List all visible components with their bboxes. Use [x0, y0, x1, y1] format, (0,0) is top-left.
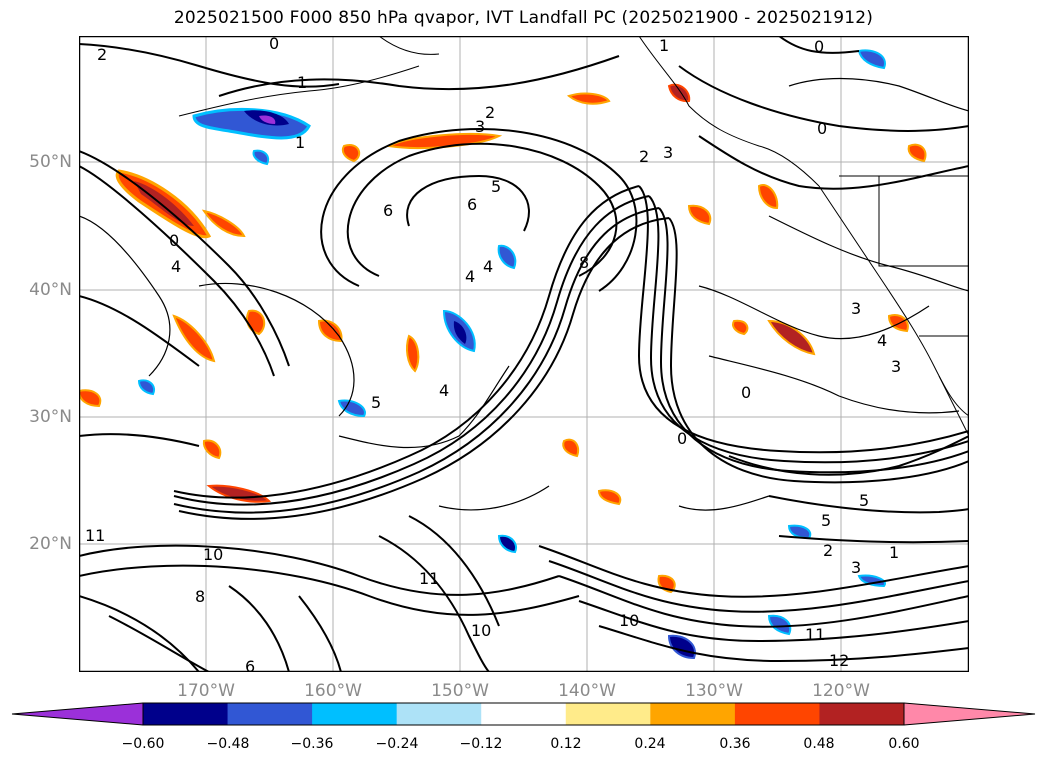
contour-label: 11: [805, 625, 825, 644]
contour-label: 0: [817, 119, 827, 138]
lat-label-20n: 20°N: [29, 534, 72, 554]
contour-label: 11: [85, 526, 105, 545]
contour-label: 4: [439, 381, 449, 400]
contour-label: 0: [677, 429, 687, 448]
map-border: [79, 36, 969, 672]
contour-label: 3: [891, 357, 901, 376]
contour-label: 2: [639, 147, 649, 166]
contour-label: 6: [245, 657, 255, 672]
colorbar-bin: [565, 703, 651, 725]
contour-label: 4: [171, 257, 181, 276]
contour-label: 8: [195, 587, 205, 606]
contour-label: 3: [663, 143, 673, 162]
colorbar-tick-label: −0.36: [290, 736, 334, 752]
map-canvas: 2 0 1 1 2 3 2 3 5 6 6 4 4 5 4 0 8 4 3 4 …: [79, 36, 969, 672]
contour-label: 6: [467, 195, 477, 214]
contour-label: 3: [475, 117, 485, 136]
colorbar-extend-right: [903, 702, 1036, 726]
colorbar-tick-label: −0.48: [206, 736, 250, 752]
contour-label: 2: [485, 103, 495, 122]
contour-label: 1: [889, 543, 899, 562]
lon-label-160w: 160°W: [304, 681, 362, 701]
contour-lines: [79, 36, 969, 672]
contour-label: 5: [491, 177, 501, 196]
colorbar-bin: [481, 703, 567, 725]
coastlines: [178, 36, 969, 437]
contour-label: 10: [619, 611, 639, 630]
contour-label: 8: [579, 253, 589, 272]
contour-label: 5: [821, 511, 831, 530]
lon-label-140w: 140°W: [558, 681, 616, 701]
colorbar-tick-label: −0.12: [459, 736, 503, 752]
contour-label: 5: [859, 491, 869, 510]
lon-label-150w: 150°W: [431, 681, 489, 701]
contour-label: 3: [851, 558, 861, 577]
contour-label: 12: [829, 651, 849, 670]
contour-label: 2: [823, 541, 833, 560]
contour-label: 11: [419, 569, 439, 588]
lat-label-40n: 40°N: [29, 280, 72, 300]
colorbar-bins: [12, 703, 1035, 725]
lon-label-120w: 120°W: [812, 681, 870, 701]
colorbar-bin: [396, 703, 482, 725]
colorbar-bin: [819, 703, 905, 725]
colorbar-bin: [312, 703, 398, 725]
colorbar: [11, 702, 1036, 726]
contour-label: 5: [371, 393, 381, 412]
contour-label: 4: [465, 267, 475, 286]
lat-label-50n: 50°N: [29, 152, 72, 172]
colorbar-bin: [904, 703, 1035, 725]
colorbar-extend-left: [11, 702, 144, 726]
contour-label: 1: [659, 36, 669, 55]
contour-label: 4: [483, 257, 493, 276]
colorbar-tick-label: −0.24: [375, 736, 419, 752]
colorbar-bin: [143, 703, 229, 725]
contour-label: 10: [203, 545, 223, 564]
contour-label: 1: [297, 73, 307, 92]
contour-label: 0: [741, 383, 751, 402]
contour-label: 4: [877, 331, 887, 350]
contour-label: 0: [269, 36, 279, 53]
lon-label-130w: 130°W: [685, 681, 743, 701]
colorbar-outline: [142, 702, 905, 726]
colorbar-bin: [227, 703, 313, 725]
colorbar-tick-label: 0.24: [634, 736, 666, 752]
colorbar-tick-label: 0.60: [888, 736, 920, 752]
colorbar-bin: [12, 703, 143, 725]
colorbar-tick-label: 0.12: [550, 736, 582, 752]
colorbar-tick-label: 0.36: [719, 736, 751, 752]
map-title: 2025021500 F000 850 hPa qvapor, IVT Land…: [173, 8, 874, 28]
contour-label: 0: [169, 231, 179, 250]
colorbar-tick-label: 0.48: [803, 736, 835, 752]
colorbar-tick-label: −0.60: [121, 736, 165, 752]
contour-label-group: 2 0 1 1 2 3 2 3 5 6 6 4 4 5 4 0 8 4 3 4 …: [85, 36, 901, 672]
colorbar-bin: [650, 703, 736, 725]
contour-label: 3: [851, 299, 861, 318]
lon-label-170w: 170°W: [177, 681, 235, 701]
contour-label: 0: [814, 37, 824, 56]
contour-label: 1: [295, 133, 305, 152]
map-panel: 2 0 1 1 2 3 2 3 5 6 6 4 4 5 4 0 8 4 3 4 …: [79, 36, 969, 672]
contour-label: 10: [471, 621, 491, 640]
colorbar-bin: [734, 703, 820, 725]
contour-label: 2: [97, 45, 107, 64]
contour-label: 6: [383, 201, 393, 220]
lat-label-30n: 30°N: [29, 407, 72, 427]
